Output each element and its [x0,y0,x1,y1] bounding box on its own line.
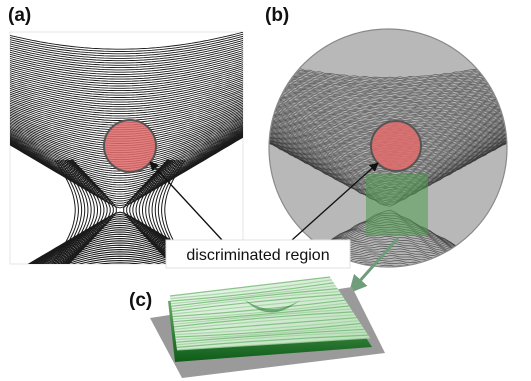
panel-label-c: (c) [129,290,152,311]
discriminated-region-callout: discriminated region [165,239,351,269]
panel-label-b: (b) [265,5,289,26]
discriminated-region-a [103,119,157,173]
green-arrow-to-c [348,237,400,294]
discriminated-region-b [370,120,422,172]
panel-label-a: (a) [8,5,31,26]
panel-b-green-subregion [366,174,428,236]
callout-arrow-b [291,162,379,241]
panel-c-3d-surface [150,276,385,378]
callout-label: discriminated region [186,247,329,264]
callout-arrow-a [149,161,223,241]
